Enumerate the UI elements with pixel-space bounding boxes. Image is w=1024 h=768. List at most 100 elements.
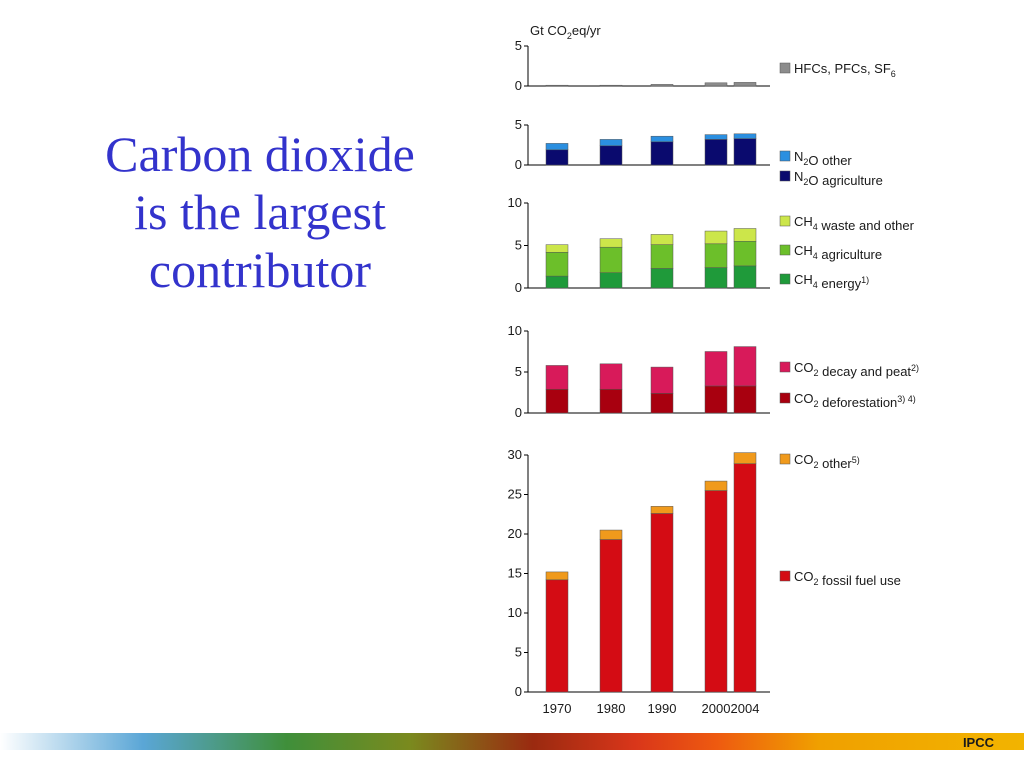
bar-segment (704, 230, 728, 245)
y-tick-label: 0 (515, 157, 522, 172)
legend-swatch (779, 62, 791, 74)
bar-segment (599, 84, 623, 87)
emissions-chart: Gt CO2eq/yr 0 5 HFCs, PFCs, SF6 0 5 N2O agricu… (508, 23, 920, 716)
title-line-1: Carbon dioxide (105, 126, 415, 182)
y-tick-label: 0 (515, 684, 522, 699)
legend-swatch (779, 392, 791, 404)
x-tick-label: 1990 (648, 701, 677, 716)
bar-segment (650, 135, 674, 143)
x-tick-label: 2000 (702, 701, 731, 716)
bar-segment (545, 252, 569, 277)
bar-segment (733, 133, 757, 139)
bar-segment (704, 139, 728, 166)
bar-segment (545, 275, 569, 289)
bar-segment (733, 452, 757, 464)
bar-segment (733, 82, 757, 87)
bar-segment (704, 385, 728, 414)
legend-swatch (779, 244, 791, 256)
bar-segment (650, 513, 674, 693)
legend-swatch (779, 273, 791, 285)
legend-label: HFCs, PFCs, SF6 (794, 61, 896, 79)
bar-segment (733, 346, 757, 387)
bar-segment (650, 268, 674, 289)
y-tick-label: 0 (515, 78, 522, 93)
bar-segment (733, 463, 757, 693)
bar-segment (545, 149, 569, 166)
legend-label: CO2 decay and peat2) (794, 360, 919, 379)
bar-segment (599, 246, 623, 273)
legend-label: CO2 fossil fuel use (794, 569, 901, 588)
bar-segment (733, 228, 757, 242)
bar-segment (650, 506, 674, 514)
bar-segment (704, 82, 728, 87)
slide-title: Carbon dioxide is the largest contributo… (60, 125, 460, 299)
legend-label: CO2 other5) (794, 452, 860, 471)
legend-label: CH4 energy1) (794, 272, 869, 291)
y-tick-label: 10 (508, 605, 522, 620)
bar-segment (650, 366, 674, 394)
bar-segment (545, 84, 569, 87)
legend-label: CH4 waste and other (794, 214, 915, 233)
bar-segment (733, 241, 757, 267)
bar-segment (545, 579, 569, 693)
bar-segment (599, 539, 623, 693)
bar-segment (545, 244, 569, 253)
bar-segment (599, 272, 623, 289)
title-line-3: contributor (148, 242, 372, 298)
footer-color-bar (0, 733, 1024, 750)
y-tick-label: 5 (515, 645, 522, 660)
bar-segment (545, 143, 569, 151)
y-tick-label: 0 (515, 280, 522, 295)
y-tick-label: 5 (515, 364, 522, 379)
legend-label: CO2 deforestation3) 4) (794, 391, 916, 410)
x-tick-label: 2004 (731, 701, 760, 716)
legend-swatch (779, 570, 791, 582)
bar-segment (599, 529, 623, 540)
y-tick-label: 30 (508, 447, 522, 462)
bar-segment (650, 84, 674, 87)
legend-swatch (779, 170, 791, 182)
bar-segment (545, 365, 569, 390)
y-tick-label: 10 (508, 323, 522, 338)
title-line-2: is the largest (134, 184, 386, 240)
legend-swatch (779, 453, 791, 465)
legend-swatch (779, 361, 791, 373)
legend-label: N2O other (794, 149, 852, 168)
y-tick-label: 5 (515, 38, 522, 53)
bar-segment (704, 243, 728, 268)
bar-segment (650, 244, 674, 269)
bar-segment (599, 139, 623, 147)
bar-segment (733, 265, 757, 289)
y-tick-label: 15 (508, 566, 522, 581)
bar-segment (704, 351, 728, 387)
y-unit-label: Gt CO2eq/yr (530, 23, 601, 41)
legend-swatch (779, 150, 791, 162)
bar-segment (704, 480, 728, 491)
y-tick-label: 5 (515, 117, 522, 132)
bar-segment (650, 393, 674, 414)
bar-segment (733, 385, 757, 414)
y-tick-label: 0 (515, 405, 522, 420)
y-tick-label: 10 (508, 195, 522, 210)
bar-segment (545, 571, 569, 581)
bar-segment (599, 145, 623, 166)
bar-segment (733, 138, 757, 166)
y-tick-label: 25 (508, 487, 522, 502)
bar-segment (704, 490, 728, 693)
bar-segment (704, 267, 728, 289)
x-tick-label: 1970 (543, 701, 572, 716)
legend-swatch (779, 215, 791, 227)
bar-segment (704, 134, 728, 140)
x-tick-label: 1980 (597, 701, 626, 716)
bar-segment (545, 388, 569, 414)
bar-segment (599, 238, 623, 248)
bar-segment (650, 234, 674, 245)
ipcc-logo-text: IPCC (962, 735, 994, 750)
bar-segment (650, 141, 674, 166)
bar-segment (599, 388, 623, 414)
legend-label: CH4 agriculture (794, 243, 882, 262)
y-tick-label: 5 (515, 238, 522, 253)
y-tick-label: 20 (508, 526, 522, 541)
legend-label: N2O agriculture (794, 169, 883, 188)
bar-segment (599, 363, 623, 390)
